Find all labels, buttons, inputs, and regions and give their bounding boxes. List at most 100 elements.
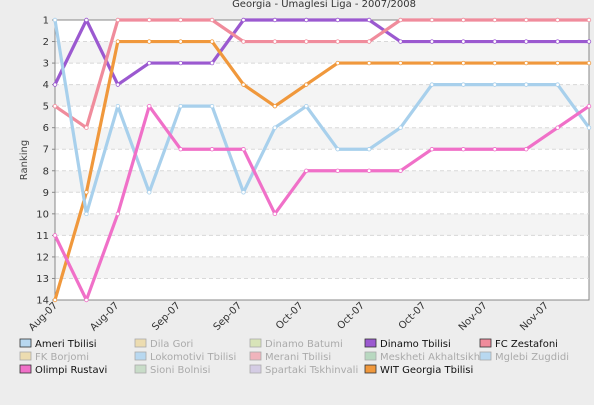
data-point [555, 39, 560, 44]
legend-label[interactable]: Mglebi Zugdidi [495, 352, 569, 363]
data-point [335, 147, 340, 152]
data-point [147, 190, 152, 195]
legend-swatch[interactable] [364, 351, 377, 361]
data-point [461, 39, 466, 44]
legend-label[interactable]: Merani Tbilisi [265, 352, 331, 363]
y-tick-label: 12 [36, 252, 49, 263]
legend-swatch[interactable] [249, 351, 262, 361]
data-point [115, 39, 121, 44]
legend-swatch[interactable] [19, 351, 32, 361]
data-point [84, 211, 89, 217]
data-point [241, 39, 246, 44]
data-point [178, 103, 183, 109]
data-point [523, 60, 529, 66]
grid-band [55, 170, 589, 193]
legend-swatch[interactable] [364, 364, 377, 374]
data-point [241, 82, 246, 87]
data-point [147, 103, 152, 109]
grid-band [55, 213, 589, 236]
data-point [115, 17, 121, 23]
data-point [398, 168, 403, 173]
series-line-wit-georgia-tbilisi [53, 39, 591, 302]
data-point [555, 17, 560, 23]
x-tick-label: Oct-07 [274, 300, 306, 332]
data-point [52, 233, 58, 238]
data-point [429, 39, 435, 44]
legend-swatch[interactable] [134, 364, 147, 374]
series-line-fc-zestafoni [53, 18, 591, 130]
data-point [272, 103, 278, 109]
data-point [366, 147, 372, 152]
legend-label[interactable]: FK Borjomi [35, 352, 89, 363]
legend-label[interactable]: Olimpi Rustavi [35, 365, 107, 376]
data-point [586, 17, 592, 23]
legend-swatch[interactable] [479, 338, 492, 348]
y-tick-label: 1 [43, 16, 49, 27]
legend-swatch[interactable] [249, 364, 262, 374]
data-point [115, 103, 121, 109]
data-point [84, 190, 89, 195]
legend-label[interactable]: Meskheti Akhaltsikhe [380, 352, 486, 363]
x-tick-label: Sep-07 [212, 300, 245, 333]
legend-label[interactable]: Sioni Bolnisi [150, 365, 210, 376]
legend-swatch[interactable] [19, 364, 32, 374]
legend-label[interactable]: Ameri Tbilisi [35, 339, 97, 350]
series-line-mglebi-zugdidi [53, 18, 591, 216]
data-point [366, 39, 372, 44]
data-point [555, 125, 560, 130]
data-point [84, 125, 89, 130]
data-point [492, 147, 497, 152]
data-point [209, 17, 215, 23]
data-point [52, 82, 58, 87]
data-point [429, 17, 435, 23]
data-point [241, 190, 246, 195]
data-point [241, 147, 246, 152]
data-point [304, 17, 309, 23]
legend-swatch[interactable] [134, 351, 147, 361]
grid-band [55, 127, 589, 150]
y-tick-label: 8 [43, 166, 49, 177]
data-point [586, 103, 592, 109]
data-point [272, 17, 278, 23]
data-point [429, 147, 435, 152]
legend-swatch[interactable] [134, 338, 147, 348]
data-point [335, 17, 340, 23]
legend-label[interactable]: Spartaki Tskhinvali [265, 365, 358, 376]
data-point [366, 17, 372, 23]
data-point [461, 17, 466, 23]
data-point [209, 147, 215, 152]
data-point [555, 60, 560, 66]
legend-label[interactable]: Dila Gori [150, 339, 193, 350]
data-point [398, 39, 403, 44]
data-point [555, 82, 560, 87]
legend-swatch[interactable] [249, 338, 262, 348]
data-point [52, 17, 58, 23]
data-point [178, 17, 183, 23]
grid-band [55, 84, 589, 107]
data-point [178, 147, 183, 152]
legend-label[interactable]: WIT Georgia Tbilisi [380, 365, 473, 376]
data-point [272, 125, 278, 130]
data-point [335, 60, 340, 66]
legend-label[interactable]: Dinamo Batumi [265, 339, 343, 350]
legend-swatch[interactable] [479, 351, 492, 361]
data-point [147, 17, 152, 23]
x-tick-label: Oct-07 [335, 300, 367, 332]
data-point [209, 39, 215, 44]
y-tick-label: 3 [43, 59, 49, 70]
data-point [147, 60, 152, 66]
legend-label[interactable]: Lokomotivi Tbilisi [150, 352, 236, 363]
legend-label[interactable]: FC Zestafoni [495, 339, 558, 350]
x-tick-label: Oct-07 [397, 300, 429, 332]
chart-title: Georgia - Umaglesi Liga - 2007/2008 [232, 0, 416, 10]
x-tick-label: Nov-07 [457, 300, 490, 333]
legend-swatch[interactable] [19, 338, 32, 348]
data-point [241, 17, 246, 23]
data-point [523, 17, 529, 23]
x-tick-label: Sep-07 [150, 300, 183, 333]
legend-swatch[interactable] [364, 338, 377, 348]
y-tick-label: 13 [36, 274, 49, 285]
legend-label[interactable]: Dinamo Tbilisi [380, 339, 451, 350]
data-point [492, 17, 497, 23]
